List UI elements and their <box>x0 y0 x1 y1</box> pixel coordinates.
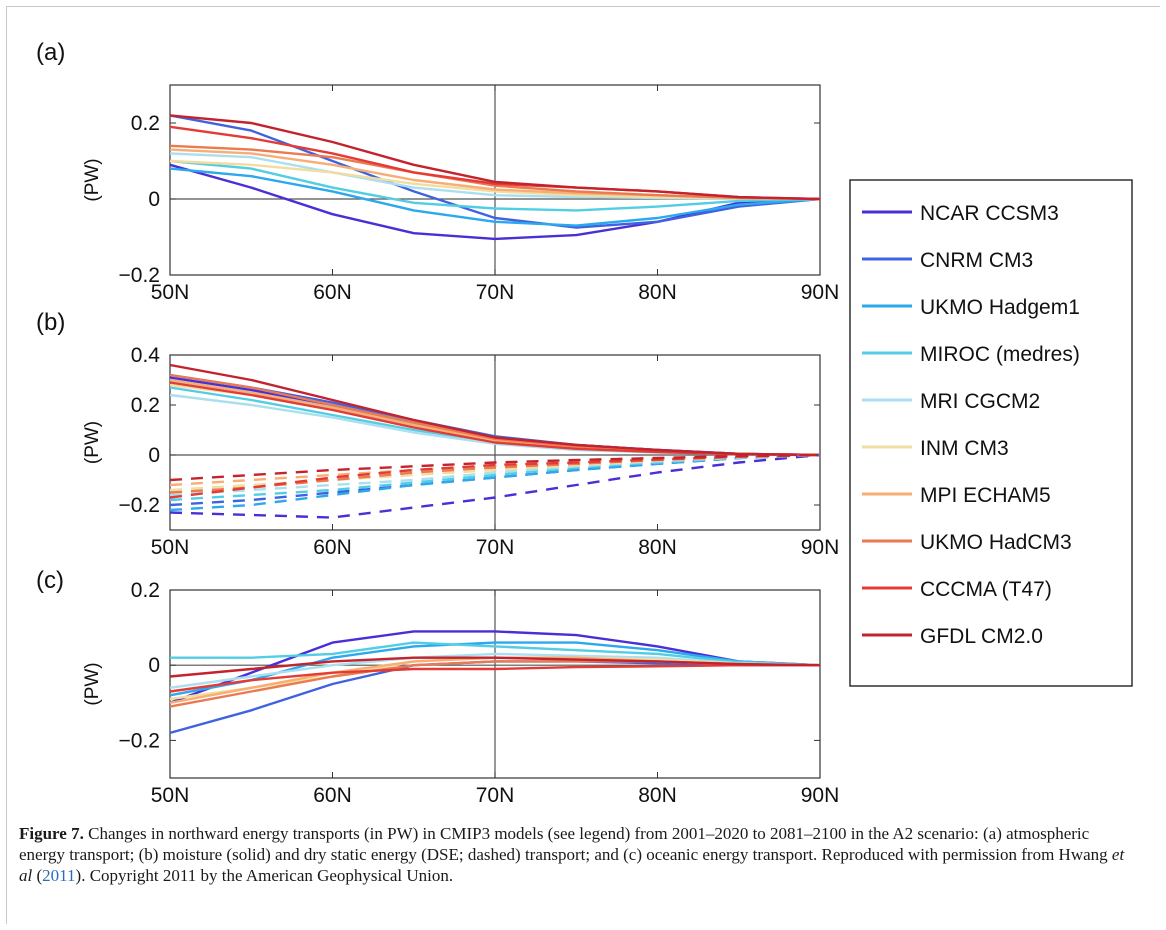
series-line-ukmo-hadcm3-solid <box>169 144 821 201</box>
caption-et-al: et al <box>19 845 1125 885</box>
x-tick-label: 70N <box>476 784 515 807</box>
series-line-mri-cgcm2-dashed <box>169 453 821 497</box>
y-tick-label: 0 <box>148 444 160 467</box>
series-line-ncar-ccsm3-solid <box>169 630 821 704</box>
x-tick-label: 50N <box>151 536 190 559</box>
panel-label: (b) <box>36 309 65 336</box>
y-tick-label: −0.2 <box>119 729 160 752</box>
panel-c: 50N 60N 70N 80N 90N 0.2 0 −0.2 (PW) (c) <box>36 567 839 807</box>
legend-label: UKMO Hadgem1 <box>920 296 1080 319</box>
y-tick-label: 0.4 <box>131 344 161 367</box>
y-tick-label: 0.2 <box>131 579 160 602</box>
series-line-ukmo-hadgem1-solid <box>169 167 821 227</box>
legend-box <box>849 179 1133 687</box>
series-line-miroc-medres--solid <box>170 641 821 667</box>
series-line-ukmo-hadgem1-dashed <box>169 453 821 512</box>
legend-label: INM CM3 <box>920 437 1009 460</box>
x-tick-label: 80N <box>638 784 677 807</box>
series-line-gfdl-cm2-0-solid <box>169 363 821 457</box>
legend: NCAR CCSM3 CNRM CM3 UKMO Hadgem1 MIROC (med… <box>849 179 1133 687</box>
x-tick-label: 60N <box>313 536 352 559</box>
y-tick-label: 0 <box>148 654 160 677</box>
series-line-gfdl-cm2-0-solid <box>169 114 821 201</box>
y-axis-label: (PW) <box>82 421 103 464</box>
y-tick-label: −0.2 <box>119 494 160 517</box>
panel-b: 50N 60N 70N 80N 90N 0.4 0.2 0 −0.2 (PW) (b) <box>36 309 839 559</box>
y-tick-label: −0.2 <box>119 264 160 287</box>
panel-a: 50N 60N 70N 80N 90N 0.2 0 −0.2 (PW) (a) <box>36 39 839 304</box>
legend-label: NCAR CCSM3 <box>920 202 1059 225</box>
y-tick-label: 0.2 <box>131 112 160 135</box>
x-tick-label: 90N <box>801 536 840 559</box>
x-tick-label: 60N <box>313 281 352 304</box>
x-tick-label: 70N <box>476 281 515 304</box>
x-tick-label: 50N <box>151 281 190 304</box>
x-tick-label: 90N <box>801 784 840 807</box>
y-tick-label: 0.2 <box>131 394 160 417</box>
series-line-gfdl-cm2-0-dashed <box>169 453 821 482</box>
caption-text: Changes in northward energy transports (… <box>19 824 1112 864</box>
legend-label: MRI CGCM2 <box>920 390 1040 413</box>
legend-label: CNRM CM3 <box>920 249 1033 272</box>
x-tick-label: 90N <box>801 281 840 304</box>
panel-label: (a) <box>36 39 65 66</box>
series-line-cnrm-cm3-solid <box>169 114 821 229</box>
legend-label: MPI ECHAM5 <box>920 484 1051 507</box>
y-axis-label: (PW) <box>82 662 103 705</box>
caption-label: Figure 7. <box>19 824 84 843</box>
series-line-miroc-medres--dashed <box>169 453 821 502</box>
legend-label: GFDL CM2.0 <box>920 625 1043 648</box>
x-tick-label: 50N <box>151 784 190 807</box>
series-line-cccma-t47--dashed <box>169 453 821 499</box>
legend-label: UKMO HadCM3 <box>920 531 1072 554</box>
caption-text-mid: ( <box>32 866 43 885</box>
legend-label: CCCMA (T47) <box>920 578 1052 601</box>
y-axis-label: (PW) <box>82 158 103 201</box>
x-tick-label: 80N <box>638 536 677 559</box>
series-line-gfdl-cm2-0-solid <box>169 656 821 678</box>
caption-citation-link[interactable]: 2011 <box>42 866 76 885</box>
series-line-cccma-t47--solid <box>169 664 820 693</box>
figure-frame <box>6 6 1160 924</box>
y-tick-label: 0 <box>148 188 160 211</box>
caption-text-end: ). Copyright 2011 by the American Geophy… <box>75 866 454 885</box>
legend-label: MIROC (medres) <box>920 343 1080 366</box>
x-tick-label: 80N <box>638 281 677 304</box>
x-tick-label: 60N <box>313 784 352 807</box>
panel-label: (c) <box>36 567 64 594</box>
series-line-miroc-medres--solid <box>169 159 821 212</box>
x-tick-label: 70N <box>476 536 515 559</box>
figure-caption: Figure 7. Changes in northward energy tr… <box>19 823 1139 886</box>
series-line-ncar-ccsm3-dashed <box>169 453 821 519</box>
